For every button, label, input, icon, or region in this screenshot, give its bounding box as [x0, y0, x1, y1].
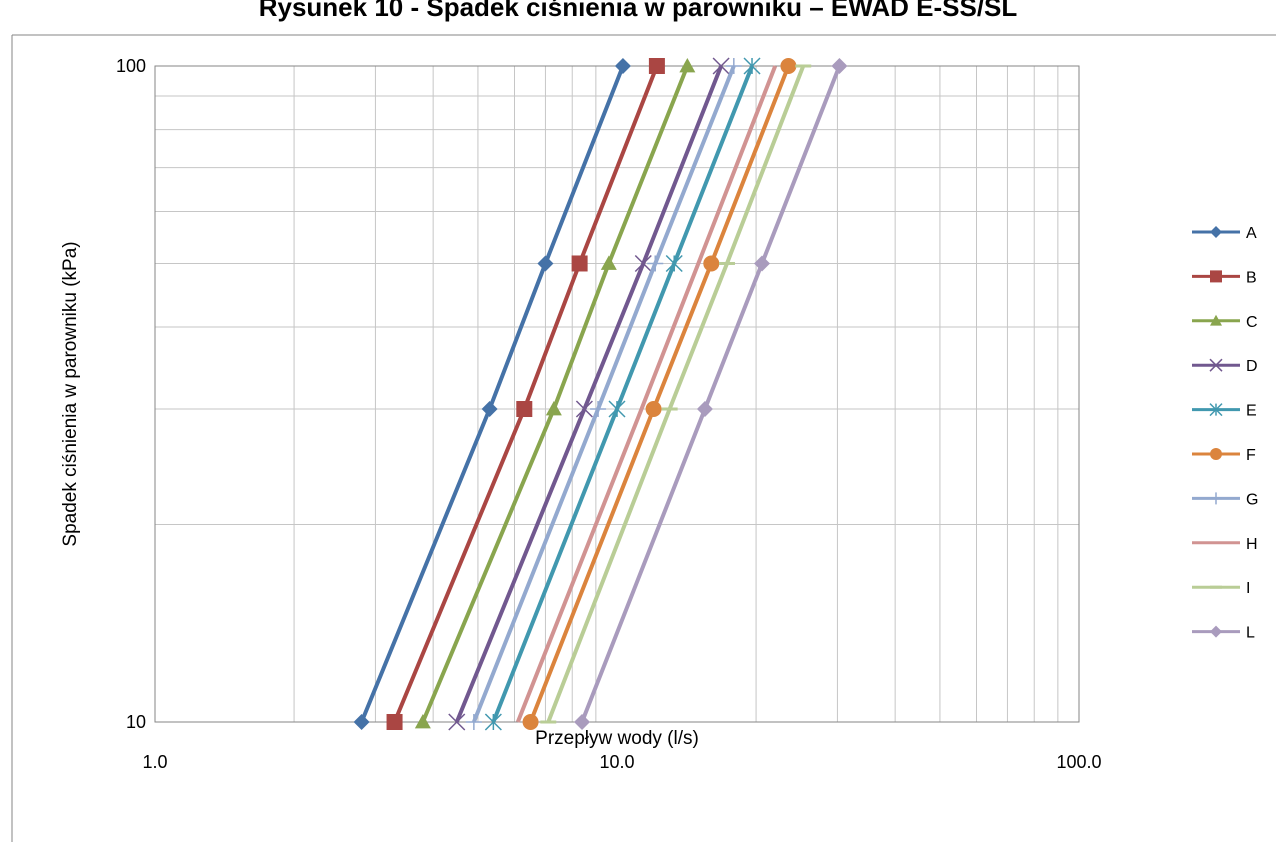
data-point-B: [516, 401, 532, 417]
y-axis-title: Spadek ciśnienia w parowniku (kPa): [60, 241, 81, 546]
legend-marker-icon: [1210, 270, 1222, 282]
legend-label: A: [1246, 225, 1257, 242]
data-point-F: [646, 401, 662, 417]
legend-label: E: [1246, 403, 1257, 420]
data-point-B: [572, 255, 588, 271]
legend-label: I: [1246, 580, 1250, 597]
x-tick-label: 100.0: [1056, 752, 1101, 772]
y-tick-label: 10: [126, 712, 146, 732]
legend-label: H: [1246, 536, 1258, 553]
data-point-B: [649, 58, 665, 74]
data-point-I: [795, 65, 811, 68]
x-axis-title: Przepływ wody (l/s): [535, 728, 699, 749]
x-tick-label: 10.0: [599, 752, 634, 772]
data-point-B: [387, 714, 403, 730]
legend-marker-icon: [1210, 586, 1222, 589]
legend-label: G: [1246, 491, 1258, 508]
y-tick-label: 100: [116, 56, 146, 76]
legend-label: B: [1246, 269, 1257, 286]
legend-label: D: [1246, 358, 1258, 375]
data-point-I: [719, 262, 735, 265]
data-point-I: [540, 721, 556, 724]
data-point-F: [703, 255, 719, 271]
data-point-I: [662, 408, 678, 411]
legend-label: F: [1246, 447, 1256, 464]
legend-marker-icon: [1210, 448, 1222, 460]
data-point-F: [780, 58, 796, 74]
x-tick-label: 1.0: [142, 752, 167, 772]
legend-label: L: [1246, 625, 1255, 642]
chart-title: Rysunek 10 - Spadek ciśnienia w parownik…: [259, 0, 1018, 22]
legend-label: C: [1246, 314, 1258, 331]
